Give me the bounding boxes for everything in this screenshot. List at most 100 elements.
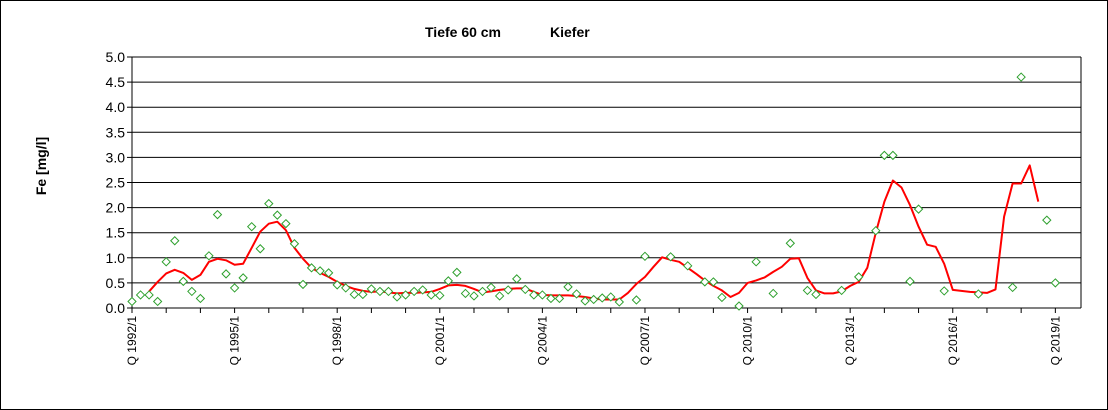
data-point-marker — [452, 267, 462, 278]
data-point-marker — [802, 285, 813, 296]
chart-title-species: Kiefer — [550, 24, 590, 40]
x-tick-labels: Q 1992/1 Q 1995/1 Q 1998/1 Q 2001/1 Q 2004/1… — [125, 316, 1062, 366]
data-point-marker — [563, 282, 573, 292]
x-tick-label: Q 2013/1 — [843, 316, 857, 366]
measurement-markers — [127, 72, 1061, 311]
data-point-marker — [409, 286, 419, 297]
data-point-marker — [811, 289, 821, 300]
data-point-marker — [512, 274, 522, 284]
x-tick-label: Q 2004/1 — [535, 316, 549, 366]
data-point-marker — [768, 288, 778, 299]
data-point-marker — [879, 150, 890, 161]
data-point-marker — [306, 263, 317, 273]
x-tick-label: Q 2001/1 — [433, 316, 447, 366]
data-point-marker — [238, 273, 248, 283]
data-point-marker — [246, 221, 257, 232]
x-tick-label: Q 2019/1 — [1048, 316, 1062, 366]
data-point-marker — [717, 292, 727, 303]
data-point-marker — [785, 238, 796, 248]
data-point-marker — [529, 290, 539, 300]
data-point-marker — [178, 276, 189, 287]
data-point-marker — [683, 261, 693, 271]
data-point-marker — [443, 276, 454, 286]
data-point-marker — [332, 280, 342, 290]
y-tick-label: 5.0 — [106, 49, 126, 65]
data-point-marker — [281, 218, 291, 229]
y-tick-label: 3.5 — [106, 124, 126, 140]
data-point-marker — [751, 257, 761, 267]
data-point-marker — [229, 283, 240, 293]
data-point-marker — [546, 293, 556, 304]
gridlines — [132, 56, 1081, 284]
y-tick-label: 4.5 — [106, 74, 126, 90]
y-tick-label: 2.0 — [106, 200, 126, 216]
data-point-marker — [640, 251, 650, 262]
data-point-marker — [358, 289, 368, 300]
data-point-marker — [580, 296, 590, 306]
data-point-marker — [161, 257, 171, 267]
data-point-marker — [554, 293, 565, 304]
data-point-marker — [400, 290, 411, 300]
data-point-marker — [187, 286, 197, 297]
data-point-marker — [871, 225, 881, 236]
data-point-marker — [734, 301, 744, 311]
data-point-marker — [349, 289, 359, 300]
data-point-marker — [195, 293, 206, 304]
y-tick-label: 0.0 — [106, 300, 126, 316]
data-point-marker — [204, 251, 214, 261]
data-point-marker — [913, 204, 924, 214]
data-point-marker — [854, 272, 864, 282]
data-point-marker — [1042, 215, 1052, 225]
data-point-marker — [494, 291, 505, 301]
data-point-marker — [700, 277, 710, 287]
data-point-marker — [392, 292, 402, 302]
data-point-marker — [520, 284, 530, 295]
data-point-marker — [212, 209, 223, 220]
data-point-marker — [836, 285, 847, 296]
data-point-marker — [366, 284, 377, 294]
data-point-marker — [383, 286, 394, 297]
chart-title-depth: Tiefe 60 cm — [425, 24, 501, 40]
y-tick-label: 3.0 — [106, 149, 126, 165]
data-point-marker — [152, 296, 163, 307]
x-tick-label: Q 2007/1 — [638, 316, 652, 366]
y-tick-label: 0.5 — [106, 275, 126, 291]
axes — [127, 56, 1082, 313]
y-axis-label: Fe [mg/l] — [33, 137, 49, 195]
data-point-marker — [614, 297, 625, 307]
data-point-marker — [298, 279, 308, 290]
data-point-marker — [597, 293, 607, 303]
data-point-marker — [1050, 278, 1061, 288]
data-point-marker — [888, 150, 898, 161]
data-point-marker — [939, 286, 949, 296]
data-point-marker — [1016, 72, 1026, 82]
data-point-marker — [221, 269, 231, 279]
data-point-marker — [665, 252, 676, 262]
data-point-marker — [606, 292, 616, 302]
data-point-marker — [973, 289, 984, 299]
data-point-marker — [170, 236, 180, 246]
data-point-marker — [486, 282, 496, 293]
data-point-marker — [289, 239, 300, 249]
y-tick-labels: 0.0 0.5 1.0 1.5 2.0 2.5 3.0 3.5 4.0 4.5 5.0 — [106, 49, 126, 316]
data-point-marker — [135, 290, 146, 300]
y-tick-label: 1.0 — [106, 250, 126, 266]
data-point-marker — [571, 289, 582, 299]
data-point-marker — [341, 283, 351, 293]
x-tick-label: Q 1998/1 — [330, 316, 344, 366]
x-tick-label: Q 1992/1 — [125, 316, 139, 366]
data-point-marker — [537, 290, 548, 300]
data-point-marker — [631, 295, 642, 305]
data-point-marker — [477, 286, 488, 297]
data-point-marker — [426, 290, 436, 300]
data-point-marker — [417, 285, 428, 295]
data-point-marker — [435, 290, 445, 301]
data-point-marker — [315, 266, 325, 276]
data-point-marker — [127, 296, 137, 307]
y-tick-label: 4.0 — [106, 99, 126, 115]
data-point-marker — [708, 277, 719, 287]
data-point-marker — [255, 244, 265, 254]
data-point-marker — [375, 286, 385, 297]
data-point-marker — [588, 294, 599, 305]
